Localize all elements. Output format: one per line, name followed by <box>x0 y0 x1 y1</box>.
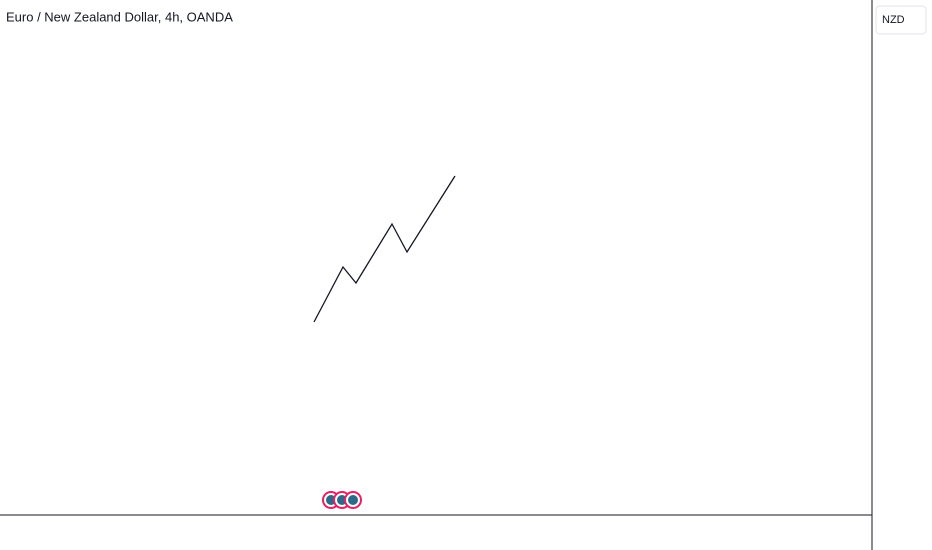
chart-title: Euro / New Zealand Dollar, 4h, OANDA <box>6 9 233 24</box>
currency-button[interactable] <box>875 5 927 35</box>
event-icons <box>322 491 362 509</box>
currency-label: NZD <box>882 14 905 26</box>
event-icon-core <box>348 495 358 505</box>
projection-path <box>313 175 456 323</box>
